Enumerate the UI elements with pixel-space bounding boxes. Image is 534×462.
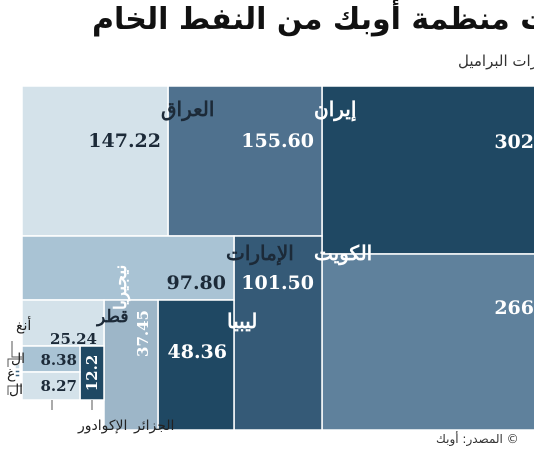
tile-value-label: 147.22 (88, 130, 161, 152)
callout-label: الإكوادور (77, 418, 127, 434)
leader-line (7, 385, 22, 395)
chart-title: احتياطيات منظمة أوبك من النفط الخام (92, 2, 534, 37)
callout-label: ال (9, 382, 23, 398)
tile-value-label: 8.38 (40, 351, 77, 369)
tile-value-label: 8.27 (40, 377, 77, 395)
treemap-tile (321, 85, 534, 255)
tile-value-label: 302 (494, 131, 534, 153)
treemap-tile (21, 85, 169, 237)
treemap-tile (233, 235, 323, 431)
treemap-tile (103, 299, 159, 431)
tile-name-label: العراق (161, 97, 214, 122)
treemap-tile (14, 369, 21, 374)
treemap-tile (21, 299, 105, 347)
tile-name-label: الكويت (314, 241, 372, 266)
treemap-tile (14, 363, 21, 370)
tile-value-label: 37.45 (134, 310, 152, 357)
treemap-tile (321, 253, 534, 431)
treemap-tile (14, 373, 21, 378)
chart-subtitle: مليارات البراميل (458, 52, 534, 70)
tile-value-label: 266 (494, 297, 534, 319)
leader-line (7, 358, 22, 367)
tile-value-label: 12.2 (83, 355, 101, 392)
tile-value-label: 25.24 (50, 330, 97, 348)
treemap-tile (157, 299, 235, 431)
tile-name-label: الإمارات (226, 241, 294, 266)
callout-label: غ (7, 366, 16, 382)
treemap-tile (21, 235, 235, 301)
tile-name-label: قطر (95, 307, 128, 327)
tile-value-label: 97.80 (167, 272, 227, 294)
leader-line (11, 341, 22, 358)
treemap-tile (167, 85, 323, 237)
callout-label: أنغ (16, 316, 31, 334)
tile-name-label: نيجيريا (111, 265, 131, 310)
chart-source: © المصدر: أوبك (436, 432, 519, 446)
tile-value-label: 48.36 (168, 341, 228, 363)
tile-name-label: إيران (314, 97, 356, 122)
callout-label: الجزائر (133, 418, 174, 434)
tile-name-label: ليبيا (227, 309, 257, 333)
tile-value-label: 101.50 (241, 272, 314, 294)
tile-value-label: 155.60 (241, 130, 314, 152)
callout-label: ال (11, 351, 25, 367)
